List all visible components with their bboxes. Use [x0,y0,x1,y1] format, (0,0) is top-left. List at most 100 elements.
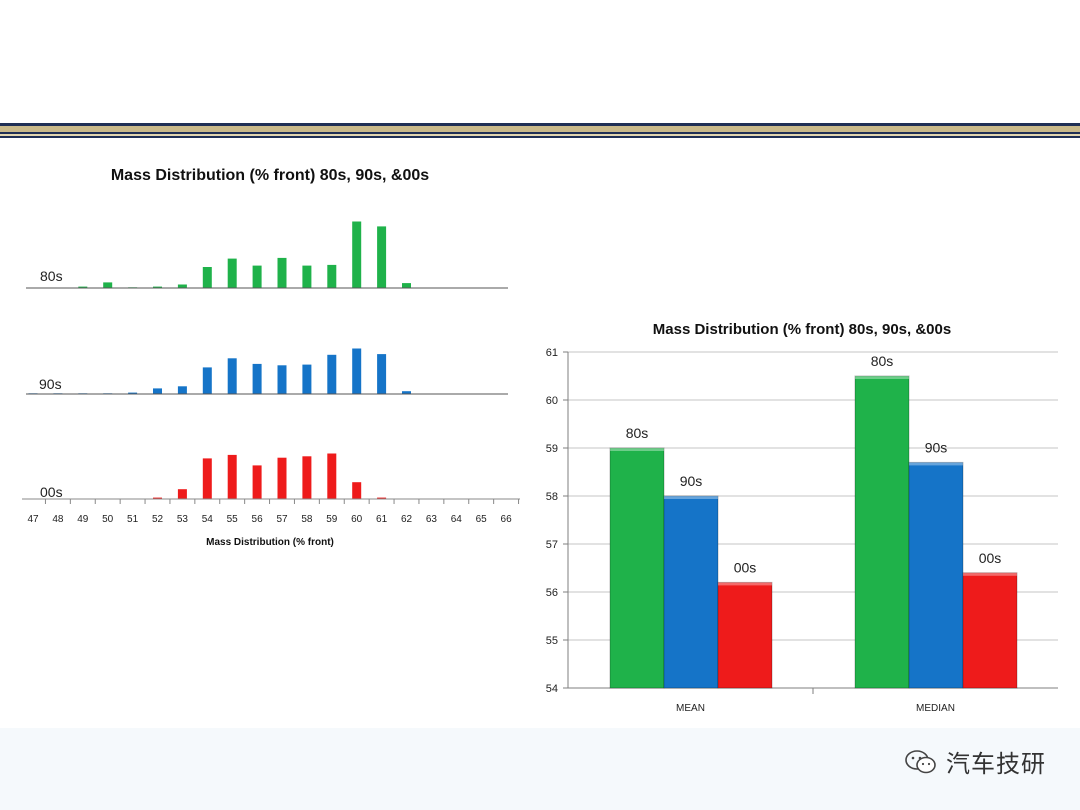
histogram-bar-00s-52 [153,497,162,499]
divider-rule-gold-low [0,134,1080,136]
histogram-tick-label-61: 61 [376,514,388,525]
summary-y-tick-label-59: 59 [546,443,558,455]
summary-x-tick-label-mean: MEAN [676,703,705,714]
histogram-bar-00s-61 [377,497,387,499]
summary-bar-label-90s-mean: 90s [680,473,703,489]
histogram-tick-label-49: 49 [77,514,89,525]
watermark-text: 汽车技研 [946,750,1046,778]
histogram-chart: Mass Distribution (% front) 80s, 90s, &0… [22,167,520,548]
histogram-bar-00s-59 [327,453,337,499]
histogram-bar-00s-58 [302,456,312,499]
histogram-bar-90s-59 [327,354,337,394]
histogram-bar-00s-56 [252,465,262,499]
histogram-tick-label-52: 52 [152,514,164,525]
histogram-tick-label-63: 63 [426,514,438,525]
histogram-tick-label-66: 66 [501,514,513,525]
summary-bar-label-80s-median: 80s [871,353,894,369]
summary-bar-90s-median [908,461,964,689]
divider-rule-dark-top [0,123,1080,126]
histogram-tick-label-50: 50 [102,514,114,525]
summary-y-tick-label-55: 55 [546,635,558,647]
histogram-bar-80s-58 [302,265,312,288]
summary-y-tick-label-61: 61 [546,347,558,359]
histogram-bar-80s-50 [103,282,113,288]
histogram-bar-90s-57 [277,365,287,394]
histogram-bar-80s-59 [327,264,337,288]
histogram-bar-80s-53 [177,284,187,288]
footer-band [0,728,1080,810]
divider-rule-gold [0,126,1080,132]
histogram-tick-label-55: 55 [227,514,239,525]
histogram-bar-80s-56 [252,265,262,288]
histogram-bar-90s-62 [402,391,411,394]
histogram-bar-80s-62 [402,283,411,288]
histogram-x-axis-label: Mass Distribution (% front) [206,537,334,548]
histogram-bar-90s-52 [153,388,162,394]
summary-bar-label-00s-median: 00s [979,550,1002,566]
divider-rule-dark-bottom [0,136,1080,138]
histogram-bar-90s-58 [302,364,312,394]
histogram-bar-90s-61 [377,354,387,394]
summary-chart: Mass Distribution (% front) 80s, 90s, &0… [546,321,1058,714]
summary-bar-90s-mean [663,495,719,689]
summary-bar-00s-mean [717,581,773,689]
summary-bar-highlight [718,582,772,586]
summary-bar-80s-mean [609,447,665,689]
summary-bar-highlight [963,572,1017,576]
histogram-bar-90s-53 [177,386,187,394]
histogram-bar-90s-60 [352,348,362,394]
summary-y-tick-label-58: 58 [546,491,558,503]
histogram-bar-90s-54 [202,367,212,394]
histogram-tick-label-54: 54 [202,514,214,525]
watermark: 汽车技研 [904,744,1046,779]
header-band [0,0,1080,122]
histogram-tick-label-62: 62 [401,514,413,525]
histogram-tick-label-64: 64 [451,514,463,525]
summary-bars: 80s 90s 00s 80s 90s 00s [609,353,1018,689]
histogram-tick-label-48: 48 [52,514,64,525]
histogram-bar-90s-51 [128,392,138,394]
histogram-tick-label-51: 51 [127,514,139,525]
histogram-bar-80s-49 [78,286,88,288]
summary-x-tick-label-median: MEDIAN [916,703,955,714]
summary-bar-label-00s-mean: 00s [734,559,757,575]
histogram-bar-00s-55 [227,454,237,499]
summary-bar-highlight [855,376,909,379]
histogram-tick-label-58: 58 [301,514,313,525]
histogram-tick-label-60: 60 [351,514,363,525]
summary-bar-highlight [909,462,963,466]
histogram-bar-00s-53 [177,489,187,499]
histogram-bar-80s-60 [352,221,362,288]
summary-y-tick-label-60: 60 [546,395,558,407]
histogram-bars [28,221,411,499]
summary-bar-00s-median [962,572,1018,689]
histogram-bar-90s-56 [252,363,262,394]
wechat-icon [905,749,936,773]
histogram-title: Mass Distribution (% front) 80s, 90s, &0… [111,167,429,184]
histogram-bar-90s-55 [227,358,237,394]
divider-rule-dark-mid [0,132,1080,134]
panel-label-90s: 90s [39,376,62,392]
summary-x-tick-labels: MEAN MEDIAN [676,703,955,714]
histogram-tick-label-57: 57 [276,514,288,525]
histogram-tick-label-59: 59 [326,514,338,525]
histogram-bar-80s-52 [153,286,162,288]
summary-bar-highlight [610,448,664,451]
summary-bar-label-90s-median: 90s [925,439,948,455]
summary-bar-80s-median [854,375,910,689]
panel-label-00s: 00s [40,484,63,500]
summary-y-tick-label-54: 54 [546,683,558,695]
histogram-tick-label-47: 47 [27,514,39,525]
histogram-bar-00s-54 [202,458,212,499]
histogram-bar-80s-54 [202,267,212,288]
summary-y-tick-label-57: 57 [546,539,558,551]
histogram-tick-labels: 47 48 49 50 51 52 53 54 55 56 57 58 59 60 61 62 63 64 65 66 [27,499,520,525]
histogram-tick-label-65: 65 [476,514,488,525]
histogram-bar-00s-57 [277,457,287,499]
summary-y-tick-label-56: 56 [546,587,558,599]
histogram-tick-label-56: 56 [252,514,264,525]
summary-bar-label-80s-mean: 80s [626,425,649,441]
summary-bar-highlight [664,496,718,499]
summary-title: Mass Distribution (% front) 80s, 90s, &0… [653,321,951,338]
